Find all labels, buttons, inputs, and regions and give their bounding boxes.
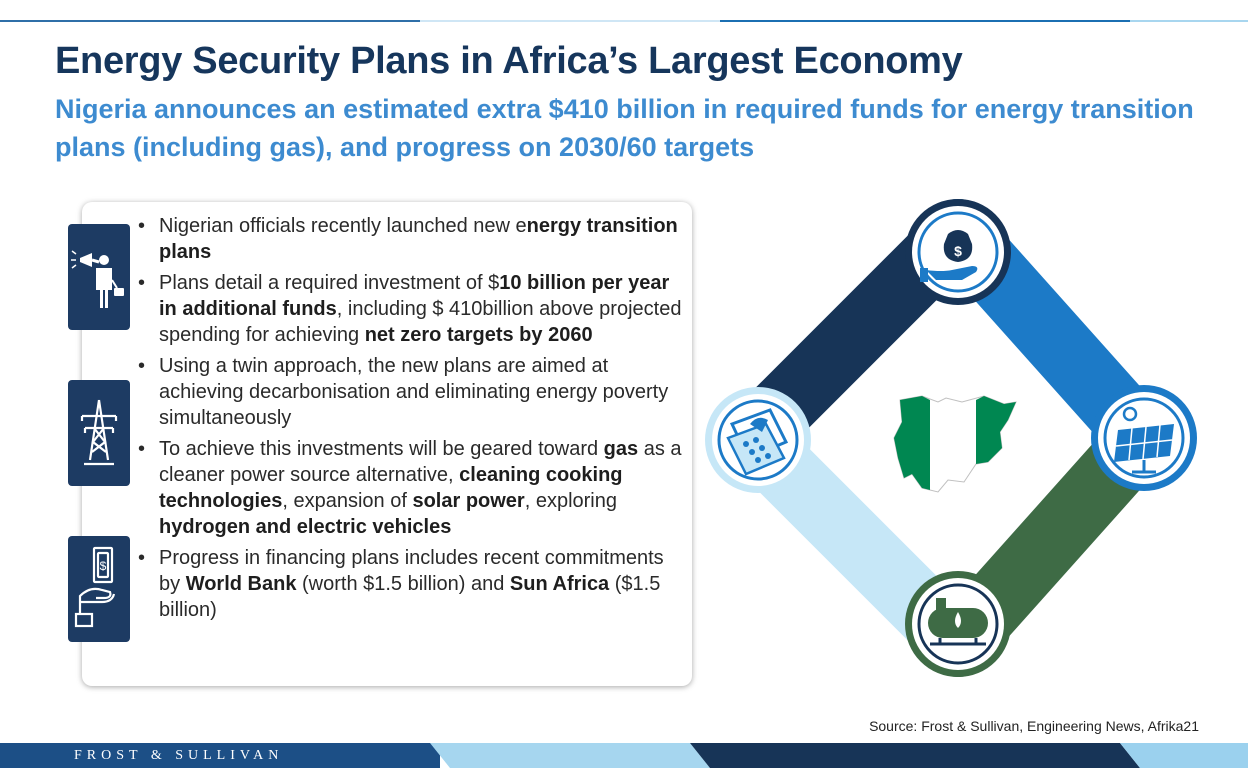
top-accent-line	[0, 20, 1248, 22]
nigeria-map	[893, 395, 1017, 493]
bullet-text: Using a twin approach, the new plans are…	[159, 355, 669, 429]
hand-cash-icon: $	[68, 536, 130, 642]
megaphone-businessman-icon	[68, 224, 130, 330]
bullet-text: , exploring	[524, 490, 617, 512]
bullet-item: Nigerian officials recently launched new…	[138, 213, 686, 265]
bullet-item: Plans detail a required investment of $1…	[138, 270, 686, 348]
bullet-bold-text: nergy transition plans	[159, 215, 678, 263]
bullet-bold-text: hydrogen and electric vehicles	[159, 516, 452, 538]
bullet-text: Progress in financing plans includes rec…	[159, 547, 664, 595]
bullet-bold-text: net zero targets by 2060	[364, 324, 593, 346]
solar-panel-icon	[1091, 385, 1197, 491]
power-pylon-icon	[68, 380, 130, 486]
bullet-bold-text: solar power	[412, 490, 525, 512]
gas-tank-icon	[905, 571, 1011, 677]
cooking-stove-icon	[705, 387, 811, 493]
bullet-text: as a cleaner power source alternative,	[159, 438, 682, 486]
bullet-text: Plans detail a required investment of $	[159, 272, 500, 294]
source-note: Source: Frost & Sullivan, Engineering Ne…	[869, 718, 1199, 734]
energy-diamond-diagram: $	[705, 199, 1197, 677]
bullet-text: , expansion of	[282, 490, 413, 512]
money-bag-hand-icon: $	[905, 199, 1011, 305]
bullet-item: Progress in financing plans includes rec…	[138, 545, 686, 623]
bullet-text: ($1.5 billion)	[159, 573, 661, 621]
bullet-text: To achieve this investments will be gear…	[159, 438, 604, 460]
svg-text:$: $	[954, 243, 962, 259]
bullet-text: , including $ 410billion above projected…	[159, 298, 682, 346]
bullet-text: Nigerian officials recently launched new…	[159, 215, 527, 237]
bullet-item: Using a twin approach, the new plans are…	[138, 353, 686, 431]
bullet-bold-text: gas	[603, 438, 639, 460]
bullet-bold-text: Sun Africa	[509, 573, 610, 595]
footer-brand: FROST & SULLIVAN	[74, 748, 284, 763]
bullet-text: (worth $1.5 billion) and	[296, 573, 510, 595]
bullet-list: Nigerian officials recently launched new…	[138, 213, 686, 628]
page-subtitle: Nigeria announces an estimated extra $41…	[55, 94, 1194, 162]
bullet-bold-text: 10 billion per year in additional funds	[159, 272, 670, 320]
bullet-item: To achieve this investments will be gear…	[138, 436, 686, 540]
page-title: Energy Security Plans in Africa’s Larges…	[55, 40, 963, 82]
bullet-bold-text: cleaning cooking technologies	[159, 464, 623, 512]
bullet-bold-text: World Bank	[185, 573, 297, 595]
footer-bar: FROST & SULLIVAN	[0, 743, 1248, 768]
svg-text:$: $	[100, 559, 107, 573]
